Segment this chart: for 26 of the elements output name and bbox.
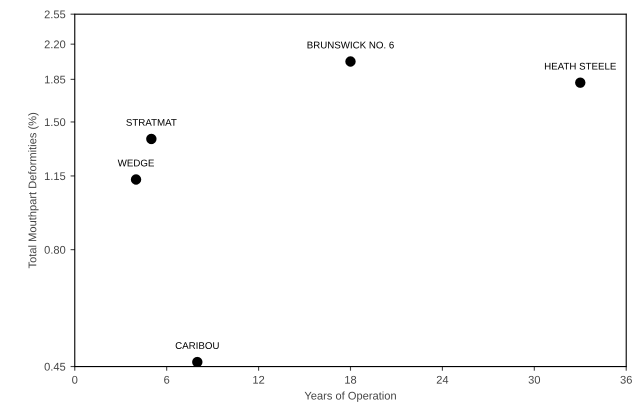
x-axis-title: Years of Operation	[304, 391, 396, 402]
y-tick-label: 1.85	[44, 76, 66, 84]
y-tick-label: 2.20	[44, 40, 66, 48]
annotation: BRUNSWICK NO. 6	[308, 42, 394, 48]
point	[130, 174, 142, 185]
x-tick-label: 24	[436, 376, 448, 384]
annotation: CARIBOU	[176, 342, 219, 350]
x-tick-label: 0	[72, 376, 78, 384]
annotation: HEATH STEELE	[544, 62, 616, 70]
y-tick-label: 0.80	[44, 246, 66, 254]
x-tick-label: 30	[528, 376, 540, 384]
point	[575, 77, 586, 88]
x-tick-label: 18	[345, 376, 356, 384]
annotation: WEDGE	[118, 160, 154, 166]
x-tick-label: 36	[620, 376, 632, 384]
point	[192, 356, 203, 367]
point	[146, 134, 157, 144]
y-tick-label: 2.55	[44, 10, 66, 18]
y-axis-title: Total Mouthpart Deformities (%)	[28, 112, 39, 268]
y-tick-label: 1.15	[44, 172, 66, 180]
y-tick-label: 1.50	[44, 118, 66, 126]
y-tick-label: 0.45	[44, 362, 66, 371]
point	[345, 56, 356, 67]
x-tick-label: 12	[253, 376, 264, 384]
annotation: STRATMAT	[126, 118, 177, 126]
x-tick-label: 6	[164, 376, 170, 384]
